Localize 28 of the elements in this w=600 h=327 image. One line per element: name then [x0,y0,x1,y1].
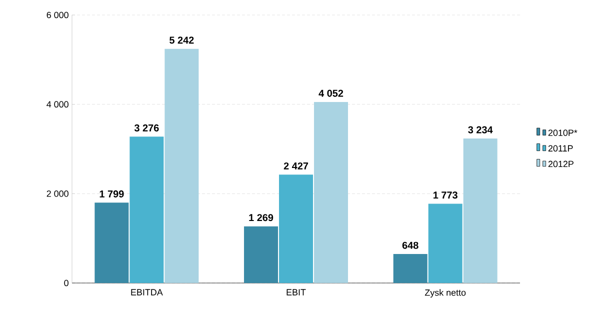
y-tick-label: 2 000 [46,190,68,197]
y-tick-label: 4 000 [46,101,68,108]
x-tick-label: EBIT [286,289,306,296]
bar [463,138,498,283]
data-label: 4 052 [318,90,344,97]
x-tick-label: Zysk netto [424,289,466,298]
x-tick-label: EBITDA [131,289,163,296]
data-label: 5 242 [170,36,194,44]
data-label: 2 427 [284,162,308,170]
data-label: 3 276 [134,124,159,132]
data-label: 3 234 [468,126,493,134]
data-label: 648 [402,242,418,249]
bar [393,254,428,283]
legend-label: 2010P* [548,130,578,136]
bar [164,48,199,283]
bar [94,202,129,283]
y-tick-label: 6 000 [46,12,68,18]
data-label: 1 799 [100,190,124,198]
bar [130,136,164,283]
bar [428,204,462,283]
bar [314,102,348,283]
data-label: 1 269 [249,214,274,222]
data-label: 1 773 [434,192,458,199]
legend-label: 2011P [548,145,573,152]
bar [279,174,314,283]
y-tick-label: 0 [64,280,68,286]
legend-label: 2012P [548,160,574,168]
bar [244,226,278,283]
